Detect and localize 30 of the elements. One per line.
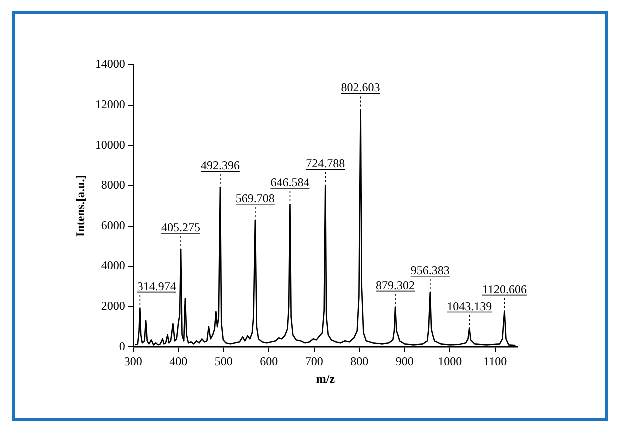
y-axis-title: Intens.[a.u.]: [73, 175, 88, 237]
annotation: 569.708: [236, 191, 275, 206]
y-tick-label: 4000: [101, 258, 126, 273]
y-tick-label: 2000: [101, 299, 126, 314]
annotation: 724.788: [306, 156, 346, 171]
x-tick-label: 300: [124, 354, 142, 369]
annotation: 1120.606: [482, 282, 527, 296]
annotation: 879.302: [376, 278, 416, 292]
x-tick-label: 800: [350, 354, 369, 369]
y-tick-label: 12000: [95, 97, 126, 112]
x-tick-label: 900: [396, 354, 414, 369]
x-axis-title: m/z: [316, 372, 336, 386]
y-tick-label: 0: [119, 339, 126, 354]
annotation: 802.603: [341, 80, 380, 95]
x-tick-label: 1000: [438, 354, 462, 369]
annotation: 956.383: [410, 263, 450, 278]
annotation: 1043.139: [447, 299, 492, 314]
y-tick-label: 8000: [101, 178, 126, 192]
annotation: 646.584: [270, 175, 310, 190]
x-tick-label: 400: [170, 354, 188, 369]
x-tick-label: 500: [214, 354, 233, 369]
y-tick-label: 14000: [95, 57, 126, 72]
x-tick-label: 1100: [484, 354, 508, 369]
y-tick-label: 10000: [95, 138, 126, 152]
y-tick-label: 6000: [101, 218, 126, 232]
annotation: 314.974: [137, 279, 176, 294]
annotation: 492.396: [200, 158, 240, 173]
annotation: 405.275: [162, 220, 201, 234]
x-tick-label: 600: [260, 354, 278, 369]
x-tick-label: 700: [305, 354, 324, 369]
